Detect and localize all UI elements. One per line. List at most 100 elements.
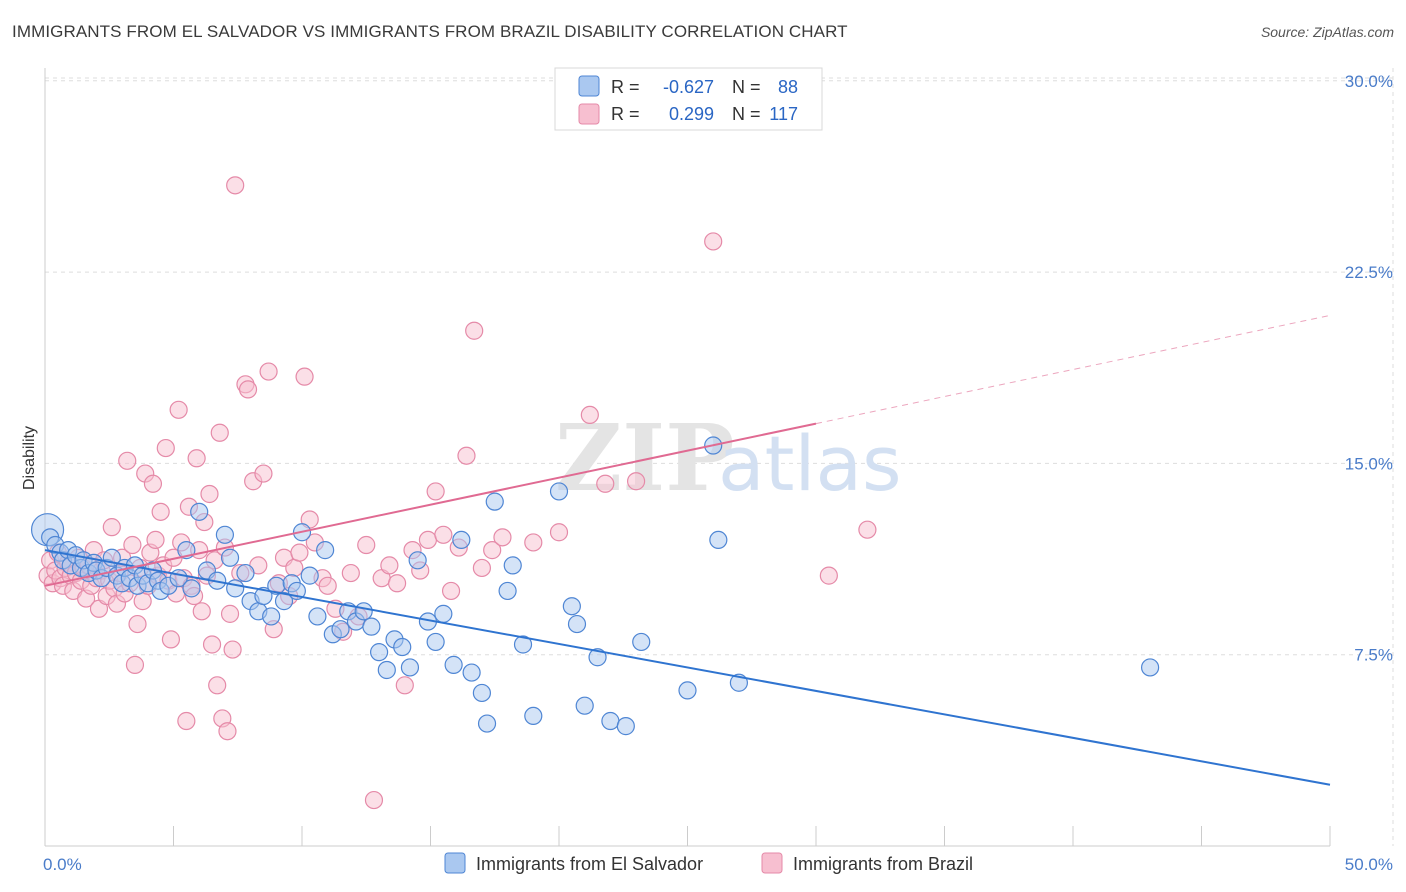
series-swatch-brazil: [761, 852, 783, 874]
legend-n-value-2: 117: [769, 104, 798, 124]
blue-point-35: [220, 548, 240, 567]
blue-point-82: [632, 632, 651, 652]
legend-swatch-blue: [578, 75, 600, 97]
blue-point-80: [601, 711, 620, 731]
blue-point-72: [503, 556, 522, 575]
blue-point-67: [462, 663, 481, 682]
pink-point-105: [426, 482, 445, 501]
legend-r-label-2: R =: [611, 104, 640, 124]
x-tick-label-1: 50.0%: [1345, 855, 1393, 874]
blue-point-73: [513, 635, 533, 654]
legend-r-value-1: -0.627: [663, 77, 714, 97]
pink-point-64: [202, 635, 222, 654]
pink-point-63: [200, 484, 219, 504]
pink-point-67: [210, 423, 229, 442]
blue-point-68: [472, 683, 491, 703]
pink-point-37: [133, 592, 152, 611]
blue-point-30: [182, 579, 201, 598]
pink-point-48: [161, 630, 181, 649]
blue-point-47: [300, 566, 319, 585]
pink-point-54: [177, 711, 196, 731]
pink-point-110: [465, 321, 484, 340]
pink-point-111: [472, 558, 491, 578]
pink-point-87: [295, 367, 314, 386]
pink-point-73: [226, 176, 245, 195]
pink-point-76: [238, 380, 258, 399]
pink-point-114: [524, 533, 543, 552]
pink-point-121: [858, 520, 877, 539]
pink-point-96: [357, 535, 376, 555]
blue-point-74: [524, 706, 543, 726]
pink-point-112: [483, 541, 502, 560]
blue-point-59: [393, 637, 412, 657]
axes: [44, 68, 1331, 847]
pink-point-99: [380, 556, 399, 575]
blue-point-43: [274, 592, 294, 611]
blue-point-85: [709, 530, 728, 550]
legend-r-value-2: 0.299: [669, 104, 714, 124]
pink-point-109: [457, 446, 476, 465]
pink-point-35: [128, 614, 147, 634]
x-tick-label-0: 0.0%: [43, 855, 82, 874]
legend-swatch-pink: [578, 103, 600, 125]
pink-point-71: [220, 604, 240, 623]
pink-point-106: [434, 525, 453, 544]
pink-point-51: [169, 400, 188, 419]
correlation-legend: R = -0.627 N = 88 R = 0.299 N = 117: [554, 67, 823, 131]
blue-point-64: [434, 604, 453, 623]
series-legend: Immigrants from El Salvador Immigrants f…: [444, 852, 973, 874]
pink-point-101: [395, 676, 414, 695]
blue-point-60: [400, 658, 420, 677]
tick-labels: 7.5% 15.0% 22.5% 30.0% 0.0% 50.0%: [43, 72, 1393, 874]
pink-point-41: [143, 474, 163, 493]
blue-point-69: [477, 714, 497, 733]
y-axis-label: Disability: [21, 426, 38, 490]
blue-point-54: [354, 602, 373, 621]
pink-point-117: [596, 474, 615, 493]
pink-point-44: [151, 502, 170, 521]
blue-point-57: [377, 660, 396, 680]
blue-point-75: [549, 482, 569, 501]
blue-point-49: [316, 541, 335, 560]
grid-lines: [45, 68, 1394, 846]
blue-point-83: [678, 681, 697, 700]
blue-point-71: [498, 581, 517, 601]
pink-point-118: [626, 472, 646, 491]
pink-point-46: [156, 438, 175, 458]
watermark: ZIP atlas: [555, 404, 902, 512]
legend-r-label-1: R =: [611, 77, 640, 97]
pink-point-116: [580, 405, 599, 425]
trend-lines: [44, 314, 1331, 786]
blue-point-31: [190, 502, 209, 521]
legend-n-label-1: N =: [732, 77, 761, 97]
el-salvador-points: [30, 436, 1160, 736]
pink-point-25: [102, 518, 121, 537]
pink-point-104: [418, 530, 438, 550]
blue-point-34: [215, 525, 234, 544]
watermark-atlas: atlas: [718, 419, 902, 508]
pink-point-113: [493, 528, 512, 547]
blue-point-56: [370, 643, 389, 662]
blue-point-61: [408, 551, 427, 570]
pink-point-97: [364, 790, 384, 810]
blue-point-76: [562, 597, 581, 616]
pink-point-60: [192, 602, 211, 621]
blue-point-70: [485, 492, 504, 511]
pink-point-42: [146, 530, 165, 550]
pink-point-34: [125, 655, 145, 674]
blue-point-37: [236, 563, 255, 583]
trend-line-el-salvador: [44, 549, 1331, 786]
y-tick-label-3: 30.0%: [1345, 72, 1393, 91]
legend-n-label-2: N =: [732, 104, 761, 124]
pink-point-107: [441, 581, 461, 601]
pink-point-66: [208, 676, 227, 695]
series-label-brazil: Immigrants from Brazil: [793, 854, 973, 874]
blue-point-66: [452, 530, 471, 550]
blue-point-41: [262, 607, 281, 626]
pink-point-91: [318, 576, 337, 595]
trend-line-brazil: [44, 422, 817, 587]
pink-point-79: [254, 464, 273, 483]
pink-point-94: [341, 563, 360, 583]
pink-point-100: [387, 574, 407, 593]
chart-source: Source: ZipAtlas.com: [1260, 24, 1394, 40]
